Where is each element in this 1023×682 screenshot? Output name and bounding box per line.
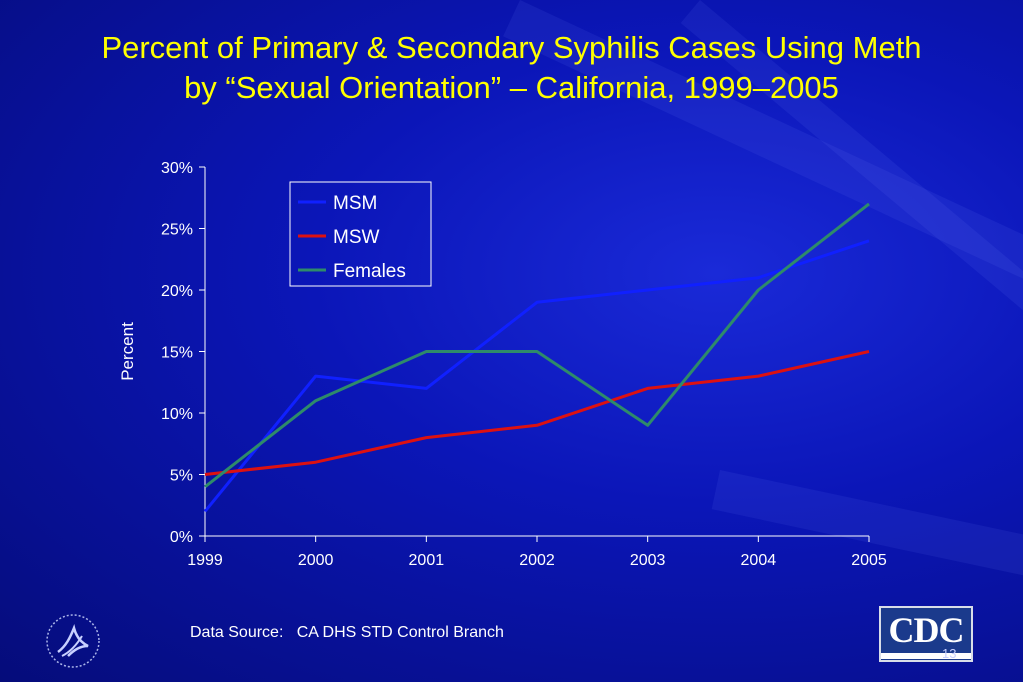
y-tick-label: 20% xyxy=(161,283,193,300)
x-tick-label: 2001 xyxy=(409,552,445,569)
hhs-seal-icon xyxy=(46,614,100,668)
cdc-logo: CDC xyxy=(879,606,973,662)
x-tick-label: 1999 xyxy=(187,552,223,569)
cdc-logo-tagline-bar xyxy=(881,653,971,659)
data-source-note: Data Source: CA DHS STD Control Branch xyxy=(190,624,504,641)
y-tick-label: 25% xyxy=(161,222,193,239)
chart-axes: 0% 5% 10% 15% 20% 25% 30% 1999 2000 2001 2002 2003 2… xyxy=(118,160,887,569)
x-tick-label: 2003 xyxy=(630,552,666,569)
x-tick-label: 2005 xyxy=(851,552,887,569)
y-tick-label: 0% xyxy=(170,529,193,546)
x-tick-label: 2002 xyxy=(519,552,555,569)
slide-title: Percent of Primary & Secondary Syphilis … xyxy=(0,28,1023,108)
series-line-msw xyxy=(204,350,870,476)
y-tick-label: 10% xyxy=(161,406,193,423)
slide-title-line-2: by “Sexual Orientation” – California, 19… xyxy=(184,70,839,105)
series-line-msm xyxy=(203,239,870,513)
legend-label-females: Females xyxy=(333,261,406,282)
series-line-females xyxy=(204,202,870,488)
legend-label-msm: MSM xyxy=(333,193,377,214)
x-tick-label: 2000 xyxy=(298,552,334,569)
cdc-logo-text: CDC xyxy=(888,610,965,650)
slide-number: 13 xyxy=(942,646,957,661)
legend-label-msw: MSW xyxy=(333,227,380,248)
y-tick-label: 5% xyxy=(170,468,193,485)
y-axis-title: Percent xyxy=(118,322,137,381)
y-tick-label: 15% xyxy=(161,345,193,362)
legend-box xyxy=(289,181,432,287)
chart-series-lines xyxy=(203,202,870,513)
slide-title-line-1: Percent of Primary & Secondary Syphilis … xyxy=(101,30,922,65)
y-tick-label: 30% xyxy=(161,160,193,177)
x-tick-label: 2004 xyxy=(741,552,777,569)
chart-legend: MSM MSW Females xyxy=(289,181,432,287)
